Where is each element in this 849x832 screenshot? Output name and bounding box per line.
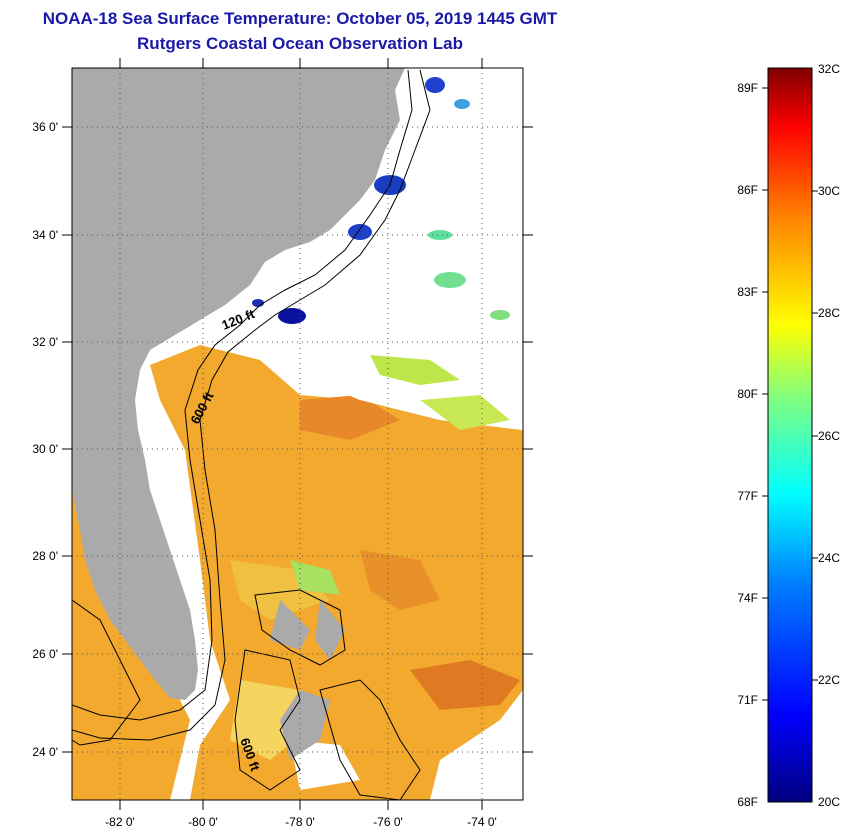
longitude-labels: -82 0' -80 0' -78 0' -76 0' -74 0': [105, 815, 497, 829]
latitude-labels: 36 0' 34 0' 32 0' 30 0' 28 0' 26 0' 24 0…: [32, 120, 58, 759]
graticule: [72, 68, 523, 800]
fahrenheit-label: 89F: [737, 81, 758, 95]
map-frame: [62, 58, 533, 810]
lon-label: -80 0': [188, 815, 218, 829]
fahrenheit-label: 71F: [737, 693, 758, 707]
celsius-label: 32C: [818, 62, 840, 76]
lon-label: -78 0': [285, 815, 315, 829]
map-subtitle: Rutgers Coastal Ocean Observation Lab: [137, 34, 463, 53]
depth-contours: [72, 69, 431, 800]
lon-label: -82 0': [105, 815, 135, 829]
lat-label: 26 0': [32, 647, 58, 661]
map-title: NOAA-18 Sea Surface Temperature: October…: [42, 9, 558, 28]
fahrenheit-label: 80F: [737, 387, 758, 401]
celsius-label: 28C: [818, 306, 840, 320]
lat-label: 32 0': [32, 335, 58, 349]
celsius-label: 24C: [818, 551, 840, 565]
lon-label: -74 0': [467, 815, 497, 829]
fahrenheit-label: 68F: [737, 795, 758, 809]
celsius-label: 26C: [818, 429, 840, 443]
lat-label: 36 0': [32, 120, 58, 134]
land-mass: [72, 68, 405, 760]
fahrenheit-label: 74F: [737, 591, 758, 605]
fahrenheit-label: 86F: [737, 183, 758, 197]
temperature-colorbar: 89F 86F 83F 80F 77F 74F 71F 68F 32C 30C …: [737, 62, 840, 809]
celsius-label: 22C: [818, 673, 840, 687]
celsius-label: 20C: [818, 795, 840, 809]
map-panel: 120 ft 600 ft 600 ft: [72, 68, 523, 800]
fahrenheit-label: 83F: [737, 285, 758, 299]
lon-label: -76 0': [373, 815, 403, 829]
fahrenheit-label: 77F: [737, 489, 758, 503]
lat-label: 28 0': [32, 549, 58, 563]
lat-label: 30 0': [32, 442, 58, 456]
cold-water-patches: [252, 77, 510, 324]
colorbar-gradient: [767, 67, 813, 803]
celsius-label: 30C: [818, 184, 840, 198]
lat-label: 34 0': [32, 228, 58, 242]
lat-label: 24 0': [32, 745, 58, 759]
